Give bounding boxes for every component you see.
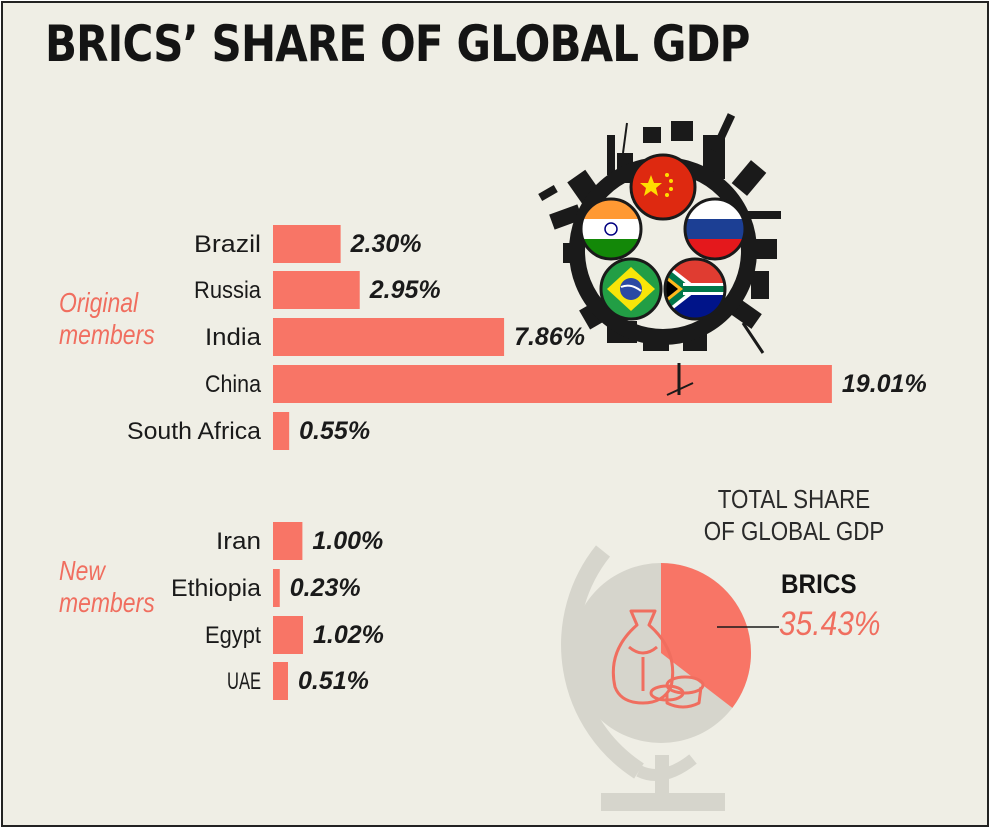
brazil-flag-icon: [599, 257, 663, 321]
category-label: Ethiopia: [171, 575, 262, 602]
category-label: UAE: [227, 668, 261, 695]
bar-india: [273, 318, 505, 356]
value-label: 19.01%: [842, 370, 927, 398]
category-label: India: [205, 324, 262, 351]
russia-flag-icon: [683, 197, 747, 261]
bar-ethiopia: [273, 569, 280, 607]
pie-slice-brics: [661, 563, 752, 708]
group-label-original-members: Original members: [59, 287, 155, 350]
total-share-caption: TOTAL SHARE OF GLOBAL GDP: [703, 484, 885, 546]
category-label: South Africa: [127, 418, 262, 445]
industry-wheel-icon: [538, 113, 781, 396]
category-label: Iran: [216, 528, 261, 555]
value-label: 2.95%: [369, 276, 441, 304]
south-africa-flag-icon: [663, 257, 727, 321]
total-share-value: 35.43%: [779, 605, 881, 643]
category-label: Brazil: [194, 231, 261, 258]
page-title: BRICS’ SHARE OF GLOBAL GDP: [45, 15, 750, 73]
money-bag-icon: [611, 609, 705, 709]
bar-china: [273, 365, 832, 403]
bar-south-africa: [273, 412, 290, 450]
value-label: 0.55%: [299, 417, 370, 445]
value-label: 0.23%: [290, 574, 361, 602]
china-flag-icon: [629, 153, 697, 221]
bar-egypt: [273, 616, 303, 654]
category-label: China: [205, 371, 262, 398]
group-label-new-members: New members: [59, 555, 155, 618]
category-label: Egypt: [205, 622, 261, 649]
bar-brazil: [273, 225, 341, 263]
bar-iran: [273, 522, 303, 560]
total-share-label: BRICS: [781, 569, 857, 599]
india-flag-icon: [579, 197, 643, 261]
bar-chart: Brazil 2.30% Russia 2.95% India 7.86% China 19.…: [127, 225, 927, 708]
value-label: 1.02%: [313, 621, 384, 649]
bar-uae: [273, 662, 288, 700]
category-label: Russia: [194, 277, 262, 304]
value-label: 0.51%: [298, 667, 369, 695]
value-label: 1.00%: [312, 527, 383, 555]
bar-russia: [273, 271, 360, 309]
value-label: 2.30%: [350, 230, 422, 258]
value-label: 7.86%: [514, 323, 585, 351]
